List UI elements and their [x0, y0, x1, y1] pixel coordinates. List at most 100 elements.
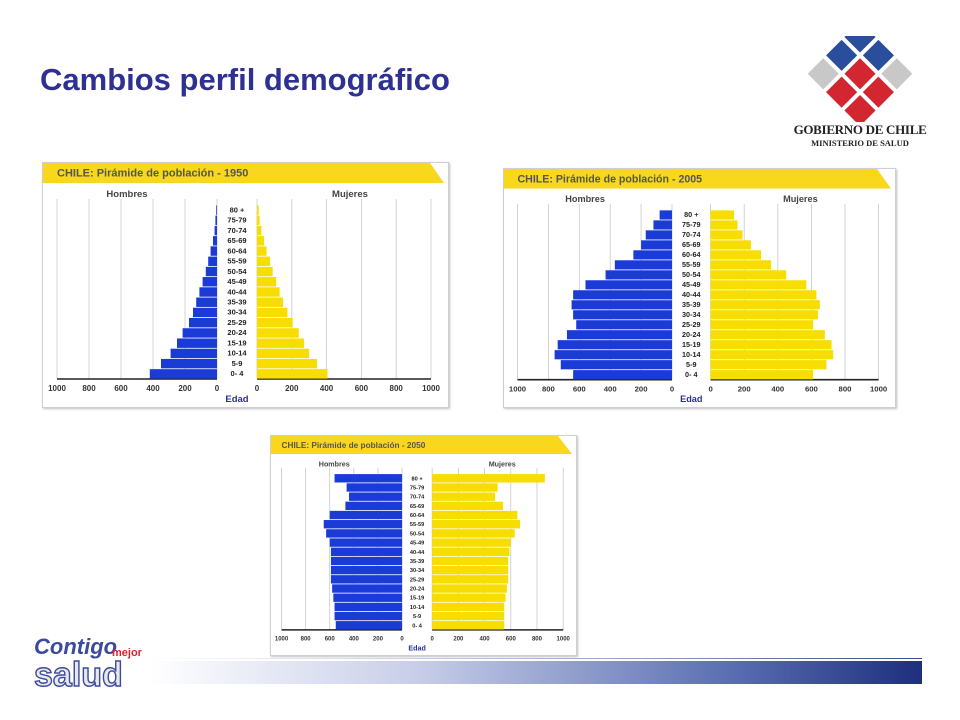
age-group-label: 35-39: [410, 559, 424, 565]
bar-mujeres: [432, 492, 496, 501]
chart-title: CHILE: Pirámide de población - 2005: [518, 173, 703, 185]
x-tick-label: 800: [542, 384, 555, 393]
x-tick-label: 800: [839, 384, 852, 393]
age-group-label: 60-64: [410, 513, 425, 519]
bar-mujeres: [257, 297, 284, 307]
pyramid-chart-svg: CHILE: Pirámide de población - 2050 Hombr…: [271, 436, 572, 653]
age-group-label: 10-14: [227, 349, 247, 358]
right-series-label: Mujeres: [489, 461, 516, 469]
footer-word1: Contigo: [34, 634, 117, 659]
bar-mujeres: [710, 360, 827, 370]
age-group-label: 45-49: [227, 277, 246, 286]
age-group-label: 5-9: [232, 359, 243, 368]
bar-hombres: [334, 474, 403, 483]
bar-hombres: [161, 358, 217, 369]
bar-hombres: [573, 370, 672, 380]
gobierno-chile-logo: GOBIERNO DE CHILE MINISTERIO DE SALUD: [790, 21, 930, 152]
x-tick-label: 200: [635, 384, 648, 393]
age-group-label: 30-34: [227, 308, 247, 317]
bar-hombres: [335, 621, 403, 630]
age-group-label: 80 +: [412, 476, 424, 482]
pyramid-1950-panel: CHILE: Pirámide de población - 1950 Hombr…: [42, 162, 449, 408]
age-group-label: 70-74: [227, 226, 247, 235]
bar-hombres: [345, 501, 403, 511]
bar-mujeres: [432, 520, 520, 529]
bar-hombres: [329, 510, 403, 520]
bar-hombres: [659, 210, 672, 220]
age-group-label: 75-79: [682, 220, 701, 229]
age-group-label: 65-69: [227, 236, 246, 245]
x-tick-label: 1000: [557, 637, 571, 643]
pyramid-2005-panel: CHILE: Pirámide de población - 2005 Hombr…: [503, 168, 896, 408]
age-group-label: 65-69: [682, 240, 701, 249]
bar-mujeres: [432, 510, 518, 520]
age-group-label: 80 +: [684, 210, 698, 219]
bar-mujeres: [710, 240, 751, 250]
bar-hombres: [330, 556, 403, 566]
age-group-label: 5-9: [413, 614, 421, 620]
age-group-label: 25-29: [682, 320, 701, 329]
age-group-label: 60-64: [682, 250, 701, 259]
x-tick-label: 400: [604, 384, 617, 393]
bar-hombres: [330, 575, 403, 584]
pyramid-chart-svg: CHILE: Pirámide de población - 1950 Hombr…: [43, 163, 444, 405]
x-tick-label: 1000: [275, 637, 289, 643]
bar-mujeres: [710, 290, 817, 300]
bar-mujeres: [710, 250, 761, 260]
bar-mujeres: [257, 205, 259, 215]
bar-mujeres: [432, 538, 511, 547]
age-group-label: 50-54: [682, 270, 701, 279]
bar-hombres: [573, 290, 672, 300]
bar-hombres: [573, 310, 672, 320]
bar-hombres: [215, 215, 217, 226]
bar-mujeres: [257, 328, 299, 338]
bar-hombres: [170, 348, 217, 359]
x-tick-label: 1000: [870, 384, 887, 393]
bar-mujeres: [710, 230, 743, 240]
age-group-label: 20-24: [227, 328, 247, 337]
contigo-mejor-salud-logo: Contigo mejor salud: [30, 632, 160, 695]
footer-word2: mejor: [112, 647, 143, 659]
age-group-label: 50-54: [227, 267, 247, 276]
age-group-label: 0- 4: [685, 370, 697, 379]
age-group-label: 65-69: [410, 504, 424, 510]
age-group-label: 10-14: [410, 605, 425, 611]
bar-mujeres: [710, 270, 787, 280]
age-group-label: 55-59: [682, 260, 701, 269]
x-tick-label: 0: [255, 384, 260, 393]
bar-hombres: [202, 277, 217, 287]
bar-hombres: [216, 205, 217, 215]
bar-hombres: [330, 565, 403, 575]
bar-mujeres: [257, 215, 260, 226]
chart-title-banner: [504, 169, 891, 189]
x-tick-label: 200: [285, 384, 299, 393]
x-tick-label: 0: [430, 637, 434, 643]
bottom-divider: [150, 658, 922, 659]
x-tick-label: 200: [373, 637, 384, 643]
age-group-label: 35-39: [682, 300, 701, 309]
right-series-label: Mujeres: [332, 189, 368, 200]
bar-mujeres: [257, 266, 273, 277]
x-tick-label: 600: [325, 637, 336, 643]
x-tick-label: 400: [771, 384, 784, 393]
x-tick-label: 400: [146, 384, 160, 393]
x-tick-label: 200: [738, 384, 751, 393]
bar-hombres: [557, 340, 672, 350]
age-group-label: 80 +: [230, 205, 245, 214]
bar-mujeres: [432, 547, 510, 556]
x-tick-label: 200: [453, 637, 464, 643]
chart-title-banner: [271, 436, 572, 454]
age-group-label: 20-24: [410, 587, 425, 593]
left-series-label: Hombres: [319, 461, 350, 469]
bar-hombres: [633, 250, 672, 260]
bar-hombres: [614, 260, 672, 270]
bar-hombres: [653, 220, 672, 230]
x-tick-label: 0: [400, 637, 404, 643]
age-group-label: 50-54: [410, 531, 425, 537]
bar-mujeres: [710, 350, 834, 360]
bar-mujeres: [257, 369, 328, 379]
x-tick-label: 200: [178, 384, 192, 393]
x-tick-label: 1000: [422, 384, 440, 393]
bar-hombres: [193, 307, 217, 318]
bar-hombres: [214, 225, 217, 236]
